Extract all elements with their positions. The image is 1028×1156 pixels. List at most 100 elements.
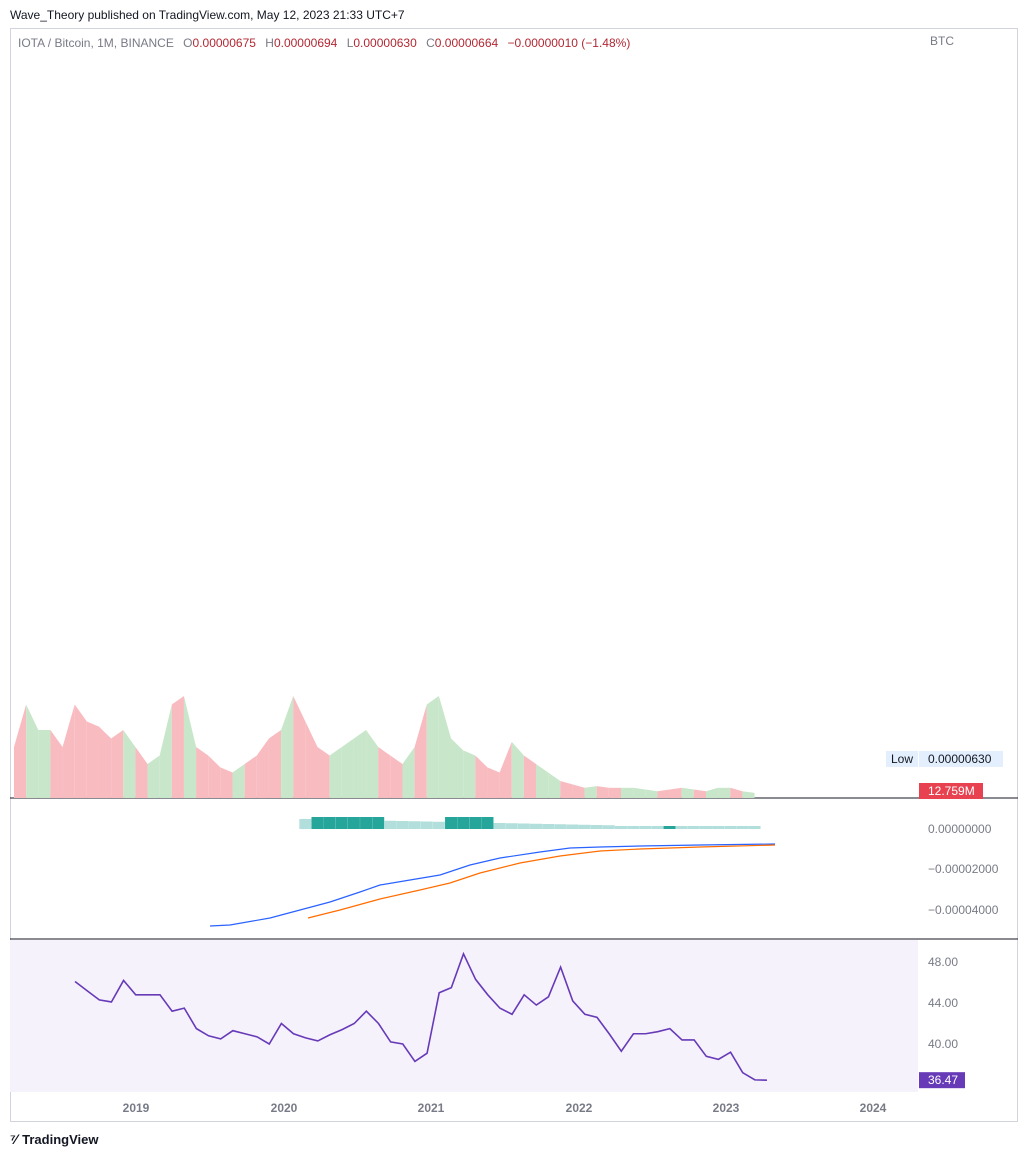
volume-badge-bg <box>919 783 983 799</box>
volume-segment <box>402 747 415 798</box>
macd-histogram-bar <box>384 820 397 829</box>
macd-histogram-bar <box>420 821 433 829</box>
rsi-tick: 44.00 <box>928 996 958 1010</box>
volume-segment <box>596 786 609 798</box>
macd-histogram-bar <box>712 826 725 829</box>
volume-segment <box>62 704 75 798</box>
volume-segment <box>329 747 342 798</box>
macd-histogram-bar <box>335 817 348 829</box>
macd-histogram-bar <box>457 817 470 829</box>
volume-segment <box>548 772 561 798</box>
volume-segment <box>14 704 27 798</box>
macd-histogram-bar <box>724 826 737 829</box>
axes: BTC0.000360000.000300000.000240000.00020… <box>123 34 1003 1115</box>
signal-line <box>307 844 776 919</box>
volume-segment <box>196 747 209 798</box>
chart-frame <box>10 28 1018 1122</box>
time-tick: 2019 <box>123 1101 150 1115</box>
time-tick: 2023 <box>713 1101 740 1115</box>
macd-histogram-bar <box>554 824 567 829</box>
tradingview-logo-icon: ⁷⁄ <box>10 1131 17 1147</box>
volume-segment <box>208 755 221 798</box>
volume-segment <box>463 750 476 798</box>
macd-histogram-bar <box>323 817 336 829</box>
currency-label: BTC <box>930 34 954 48</box>
volume-segment <box>74 704 87 798</box>
macd-histogram-bar <box>530 823 543 829</box>
volume-segment <box>487 767 500 798</box>
macd-histogram-bar <box>372 817 385 829</box>
volume-segment <box>645 789 658 798</box>
volume-segment <box>111 730 124 798</box>
macd-histogram-bar <box>687 826 700 829</box>
volume-segment <box>353 730 367 798</box>
rsi-line <box>74 951 768 1081</box>
macd-histogram-bar <box>542 824 555 829</box>
volume-segment <box>123 730 136 798</box>
macd-histogram-bar <box>493 823 506 829</box>
high-value: 0.00000694 <box>273 36 338 50</box>
change-value: −0.00000010 (−1.48%) <box>507 36 631 50</box>
symbol-legend: IOTA / Bitcoin, 1M, BINANCE O0.00000675 … <box>18 36 630 50</box>
macd-histogram-bar <box>748 826 761 829</box>
volume-segment <box>681 787 694 798</box>
macd-histogram-bar <box>615 826 627 829</box>
brand-name[interactable]: TradingView <box>22 1131 99 1147</box>
volume-segment <box>220 767 233 798</box>
volume-segment <box>536 764 549 798</box>
volume-segment <box>742 791 755 798</box>
rsi-pane-bg <box>10 940 918 1092</box>
rsi-badge-bg <box>919 1072 965 1089</box>
volume-segment <box>705 787 719 798</box>
macd-histogram-bar <box>639 826 652 829</box>
volume-segment <box>451 738 464 798</box>
time-tick: 2022 <box>566 1101 593 1115</box>
macd-tick: 0.00000000 <box>928 822 992 836</box>
macd-pane: 0.00000000 −0.00002000 −0.00004000 <box>209 817 999 927</box>
volume-segment <box>183 696 197 798</box>
low-price-badge: 0.00000630 <box>928 752 992 766</box>
volume-segment <box>390 755 403 798</box>
low-price-badge-bg <box>919 751 1003 767</box>
macd-histogram-bar <box>699 826 712 829</box>
low-value: 0.00000630 <box>353 36 417 50</box>
volume-segment <box>572 784 585 798</box>
volume-segment <box>475 755 488 798</box>
macd-histogram-bar <box>590 825 603 829</box>
macd-histogram-bar <box>675 826 688 829</box>
volume-segment <box>293 696 306 798</box>
rsi-tick: 40.00 <box>928 1037 958 1051</box>
macd-line <box>209 843 776 927</box>
symbol-name[interactable]: IOTA / Bitcoin, 1M, BINANCE <box>18 36 174 50</box>
macd-histogram-bar <box>578 824 591 829</box>
macd-histogram-bar <box>347 817 360 829</box>
volume-segment <box>584 786 597 798</box>
volume-segment <box>718 787 731 798</box>
open-label: O <box>183 36 193 50</box>
volume-segment <box>657 789 670 798</box>
volume-segment <box>414 704 427 798</box>
volume-segment <box>633 787 646 798</box>
volume-segment <box>317 747 330 798</box>
volume-segment <box>171 696 184 798</box>
time-tick: 2024 <box>860 1101 887 1115</box>
macd-tick: −0.00004000 <box>928 903 999 917</box>
low-label: L <box>346 36 354 50</box>
volume-segment <box>281 696 294 798</box>
volume-segment <box>268 730 282 798</box>
rsi-badge: 36.47 <box>928 1073 958 1087</box>
low-tag: Low <box>891 752 913 766</box>
volume-segment <box>50 730 63 798</box>
close-value: 0.00000664 <box>434 36 499 50</box>
volume-segment <box>341 738 354 798</box>
volume-segment <box>560 781 573 798</box>
high-label: H <box>265 36 274 50</box>
rsi-tick: 48.00 <box>928 955 958 969</box>
macd-histogram-bar <box>481 817 494 829</box>
volume-segment <box>608 787 621 798</box>
volume-segment <box>86 721 99 798</box>
volume-segment <box>135 747 148 798</box>
volume-segment <box>426 696 439 798</box>
close-label: C <box>426 36 435 50</box>
